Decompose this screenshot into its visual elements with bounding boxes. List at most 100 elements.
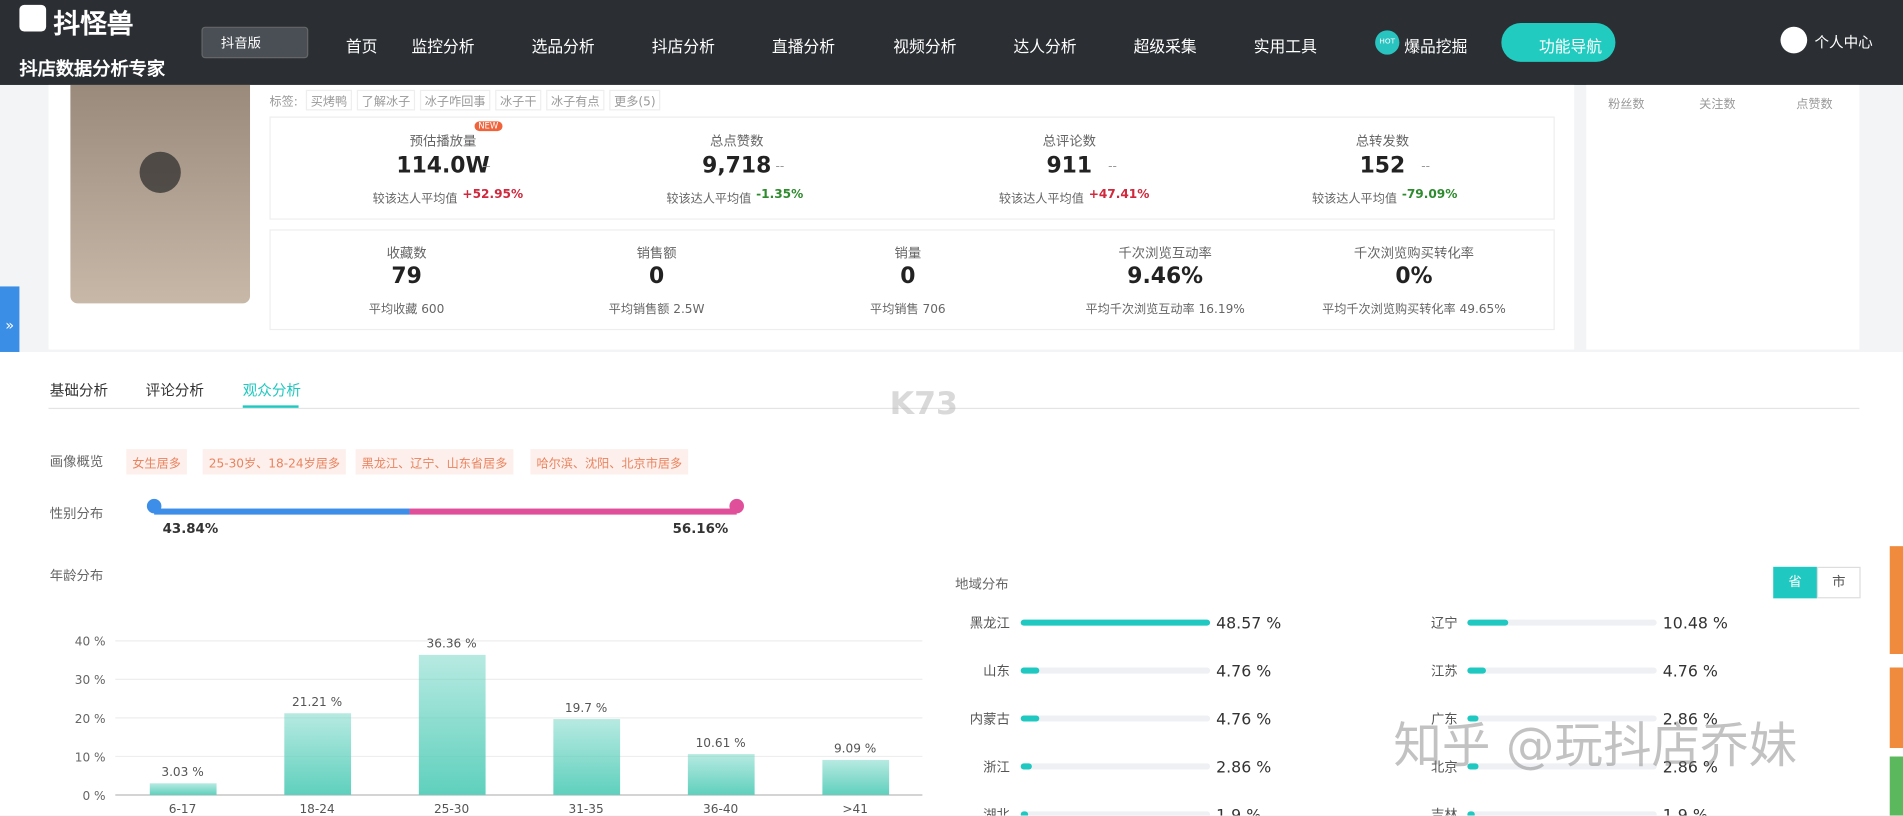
region-bar — [1020, 715, 1040, 722]
region-name: 内蒙古 — [970, 711, 1010, 727]
guide-button[interactable] — [1501, 23, 1616, 62]
nav-item[interactable]: 实用工具 — [1253, 38, 1317, 58]
compare-value: -1.35% — [756, 188, 804, 202]
gender-label: 性别分布 — [49, 506, 104, 522]
city-toggle[interactable]: 市 — [1816, 566, 1861, 599]
region-track — [1467, 715, 1657, 722]
tab-divider — [48, 407, 1860, 410]
region-bar — [1467, 715, 1479, 722]
tab[interactable]: 评论分析 — [145, 382, 204, 400]
compare-value: +52.95% — [462, 188, 524, 202]
region-value: 4.76 % — [1216, 710, 1271, 729]
y-tick-label: 0 % — [82, 789, 105, 803]
nav-item[interactable]: 视频分析 — [893, 38, 957, 58]
stat-value: 0 — [649, 263, 665, 289]
stat-sub: 平均收藏 600 — [368, 303, 445, 317]
stat-label: 千次浏览互动率 — [1118, 245, 1212, 261]
nav-item[interactable]: 监控分析 — [411, 38, 475, 58]
x-tick-label: 25-30 — [434, 802, 469, 815]
user-center[interactable]: 个人中心 — [1814, 33, 1873, 51]
nav-item[interactable]: 达人分析 — [1013, 38, 1077, 58]
nav-item[interactable]: 直播分析 — [771, 38, 836, 58]
side-stat-label: 粉丝数 — [1608, 98, 1645, 112]
region-value: 4.76 % — [1216, 662, 1271, 681]
region-label: 地域分布 — [955, 576, 1009, 593]
side-stat-label: 点赞数 — [1796, 98, 1833, 112]
stat-suffix: -- — [1421, 160, 1431, 174]
hot-link[interactable]: 爆品挖掘 — [1404, 38, 1468, 58]
stat-value: 79 — [391, 263, 422, 289]
region-value: 1.9 % — [1663, 805, 1708, 815]
x-tick-label: >41 — [842, 802, 868, 815]
version-select[interactable] — [201, 26, 309, 59]
bar — [418, 654, 486, 795]
stat-value: 0% — [1395, 263, 1433, 289]
stat-label: 千次浏览购买转化率 — [1353, 245, 1475, 261]
region-name: 吉林 — [1431, 807, 1458, 815]
portrait-tag: 女生居多 — [126, 449, 187, 475]
bar — [822, 759, 890, 795]
video-tag: 冰子干 — [495, 89, 542, 111]
region-name: 江苏 — [1431, 663, 1458, 679]
video-tag: 冰子有点 — [546, 89, 605, 111]
portrait-tag: 哈尔滨、沈阳、北京市居多 — [530, 449, 689, 475]
avatar[interactable] — [1780, 26, 1808, 54]
value-label: 36.36 % — [427, 637, 477, 651]
tab-underline — [242, 405, 299, 408]
region-name: 湖北 — [983, 807, 1010, 815]
stats-box-1 — [269, 116, 1555, 220]
tab[interactable]: 基础分析 — [49, 382, 109, 400]
nav-item[interactable]: 首页 — [345, 38, 378, 58]
video-tag: 更多(5) — [609, 89, 661, 111]
region-value: 1.9 % — [1216, 805, 1261, 815]
province-toggle[interactable]: 省 — [1773, 566, 1817, 599]
female-icon — [729, 498, 744, 514]
stat-value: 152 — [1359, 152, 1406, 179]
side-toggle[interactable]: » — [0, 286, 20, 365]
stat-label: 预估播放量 — [409, 133, 477, 150]
guide-label: 功能导航 — [1538, 38, 1603, 58]
region-value: 4.76 % — [1663, 662, 1718, 681]
brand-slogan: 抖店数据分析专家 — [19, 58, 166, 81]
stat-label: 总评论数 — [1042, 133, 1096, 150]
x-tick-label: 31-35 — [568, 802, 603, 815]
region-value: 2.86 % — [1663, 758, 1718, 777]
region-name: 北京 — [1431, 759, 1458, 775]
video-thumbnail[interactable] — [70, 84, 251, 304]
region-value: 2.86 % — [1663, 710, 1718, 729]
nav-item[interactable]: 抖店分析 — [651, 38, 715, 58]
stats-box-2 — [269, 229, 1555, 331]
new-badge: NEW — [474, 121, 502, 132]
region-bar — [1020, 763, 1032, 770]
nav-item[interactable]: 选品分析 — [531, 38, 595, 58]
stat-label: 总转发数 — [1355, 133, 1410, 150]
region-bar — [1467, 619, 1509, 626]
stat-suffix: -- — [481, 160, 491, 174]
stat-label: 销售额 — [636, 245, 677, 261]
stat-label: 总点赞数 — [710, 133, 764, 150]
compare-label: 较该达人平均值 — [666, 192, 752, 207]
region-name: 黑龙江 — [970, 615, 1010, 631]
bar — [149, 783, 217, 795]
float-tabs[interactable] — [1889, 546, 1903, 816]
hot-badge: HOT — [1375, 30, 1400, 55]
portrait-label: 画像概览 — [49, 453, 104, 470]
y-tick-label: 10 % — [75, 750, 106, 764]
stat-value: 9.46% — [1127, 263, 1204, 289]
tags-label: 标签: — [269, 95, 298, 110]
stat-value: 911 — [1046, 152, 1093, 179]
tab[interactable]: 观众分析 — [242, 382, 302, 400]
video-tag: 冰子咋回事 — [419, 89, 491, 111]
region-value: 2.86 % — [1216, 758, 1271, 777]
stat-suffix: -- — [775, 160, 785, 174]
x-tick-label: 6-17 — [169, 802, 197, 815]
brand-name: 抖怪兽 — [53, 9, 134, 41]
region-track — [1467, 667, 1657, 674]
x-tick-label: 36-40 — [703, 802, 738, 815]
stat-value: 114.0W — [396, 152, 490, 179]
nav-item[interactable]: 超级采集 — [1133, 38, 1197, 58]
play-button[interactable] — [139, 151, 181, 193]
y-tick-label: 40 % — [75, 635, 106, 649]
